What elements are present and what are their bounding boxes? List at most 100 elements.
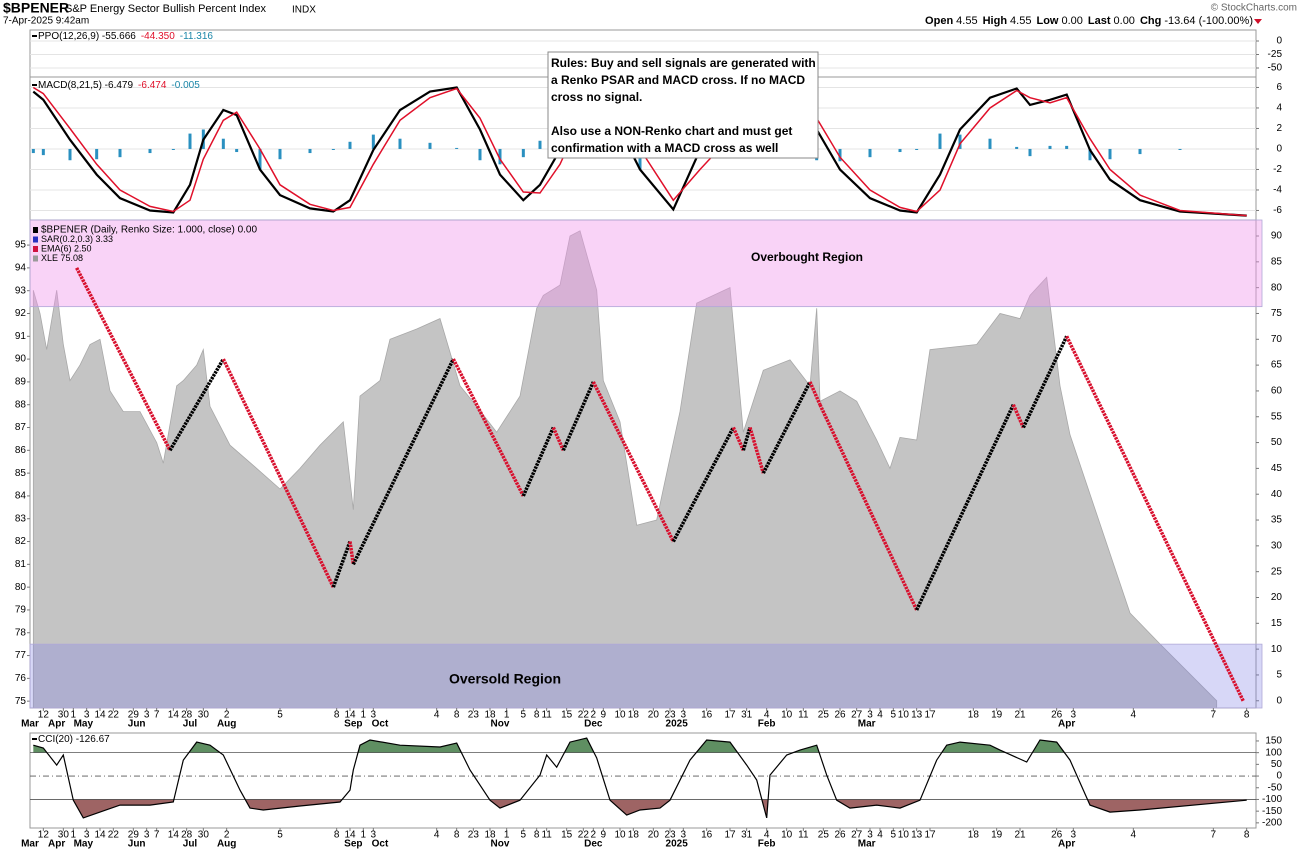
histogram-bar <box>1048 145 1052 149</box>
x-tick-label: 9 <box>601 710 607 721</box>
legend-entry: -6.474 <box>138 80 167 91</box>
symbol: $BPENER <box>3 0 69 16</box>
change-arrow <box>1254 19 1262 24</box>
x-tick-label: 4 <box>434 710 440 721</box>
histogram-bar <box>371 134 375 149</box>
y2-tick-label: 50 <box>1271 437 1283 448</box>
histogram-bar <box>938 133 942 149</box>
histogram-bar <box>498 148 502 165</box>
x-tick-label: 23 <box>468 710 480 721</box>
histogram-bar <box>188 133 192 149</box>
y-tick-label: 78 <box>15 627 27 638</box>
y-tick-label: -200 <box>1262 817 1282 828</box>
histogram-bar <box>988 138 992 149</box>
legend-entry: CCI(20) -126.67 <box>38 734 110 745</box>
copyright: © StockCharts.com <box>1211 3 1297 14</box>
histogram-bar <box>1065 145 1069 149</box>
xle-area <box>32 230 1218 709</box>
renko-run <box>741 427 752 451</box>
histogram-bar <box>348 141 352 149</box>
y-tick-label: -2 <box>1273 164 1282 175</box>
renko-run <box>451 358 525 497</box>
panel-frame <box>29 732 1257 829</box>
timestamp: 7-Apr-2025 9:42am <box>3 16 89 27</box>
y-tick-label: 77 <box>15 650 27 661</box>
histogram-bar <box>258 148 262 170</box>
x-tick-label: 11 <box>541 710 552 721</box>
x-tick-label: 26 <box>1051 710 1063 721</box>
x-tick-label: 4 <box>877 710 883 721</box>
legend-entry: PPO(12,26,9) -55.666 <box>38 31 136 42</box>
histogram-bar <box>331 148 335 150</box>
x-tick-label: 4 <box>877 830 883 841</box>
legend-entry: -11.316 <box>180 31 214 42</box>
y-tick-label: -50 <box>1268 782 1283 793</box>
y-tick-label: -6 <box>1273 205 1282 216</box>
x-tick-label: 8 <box>534 710 540 721</box>
x-tick-label: 10 <box>614 710 626 721</box>
legend-icon <box>33 246 38 252</box>
x-tick-label: 21 <box>1014 830 1026 841</box>
histogram-bar <box>455 147 459 149</box>
x-month-label: Apr <box>48 719 65 730</box>
quote-value: 4.55 <box>1010 15 1031 27</box>
histogram-bar <box>915 148 919 150</box>
x-tick-label: 22 <box>578 710 590 721</box>
histogram-bar <box>538 140 542 149</box>
x-month-label: May <box>74 839 94 850</box>
histogram-bar <box>521 148 525 158</box>
x-tick-label: 10 <box>781 710 793 721</box>
x-tick-label: 1 <box>361 830 367 841</box>
x-tick-label: 14 <box>344 830 356 841</box>
histogram-bar <box>308 148 312 154</box>
x-tick-label: 19 <box>991 830 1003 841</box>
y-tick-label: 79 <box>15 605 27 616</box>
x-month-label: Mar <box>21 839 39 850</box>
x-tick-label: 27 <box>851 710 863 721</box>
y-tick-label: 83 <box>15 513 27 524</box>
y-tick-label: -150 <box>1262 806 1282 817</box>
histogram-bar <box>958 134 962 149</box>
x-tick-label: 16 <box>701 710 713 721</box>
y-tick-label: 80 <box>15 582 27 593</box>
x-tick-label: 13 <box>911 710 923 721</box>
legend-entry: -0.005 <box>171 80 200 91</box>
x-tick-label: 5 <box>277 830 283 841</box>
y2-tick-label: 80 <box>1271 282 1283 293</box>
histogram-bar <box>428 142 432 149</box>
histogram-bar <box>31 148 35 154</box>
y-tick-label: 0 <box>1276 36 1282 47</box>
x-tick-label: 3 <box>1071 830 1077 841</box>
y-tick-label: 0 <box>1276 144 1282 155</box>
histogram-bar <box>221 138 225 149</box>
y-tick-label: 100 <box>1265 747 1282 758</box>
y2-tick-label: 10 <box>1271 644 1283 655</box>
x-month-label: Mar <box>858 839 876 850</box>
symbol-name: S&P Energy Sector Bullish Percent Index <box>65 3 266 15</box>
histogram-bar <box>638 148 642 170</box>
x-tick-label: 3 <box>867 710 873 721</box>
renko-run <box>591 381 675 543</box>
x-month-label: Jun <box>128 839 146 850</box>
renko-run <box>748 427 766 474</box>
x-tick-label: 30 <box>198 710 210 721</box>
annotation-line: a Renko PSAR and MACD cross. If no MACD <box>551 73 805 87</box>
renko-run <box>351 358 455 566</box>
x-tick-label: 17 <box>924 830 936 841</box>
y2-tick-label: 40 <box>1271 489 1283 500</box>
x-month-label: Mar <box>21 719 39 730</box>
y-tick-label: 75 <box>15 696 27 707</box>
x-tick-label: 11 <box>798 830 809 841</box>
x-tick-label: 3 <box>144 830 150 841</box>
x-tick-label: 10 <box>614 830 626 841</box>
x-tick-label: 29 <box>128 710 140 721</box>
x-tick-label: 21 <box>1014 710 1026 721</box>
x-tick-label: 1 <box>504 710 510 721</box>
renko-run <box>1021 335 1069 429</box>
x-month-label: Jun <box>128 719 146 730</box>
annotation-line: cross no signal. <box>551 90 642 104</box>
histogram-bar <box>1138 148 1142 155</box>
x-tick-label: 8 <box>334 830 340 841</box>
x-tick-label: 4 <box>1131 710 1137 721</box>
